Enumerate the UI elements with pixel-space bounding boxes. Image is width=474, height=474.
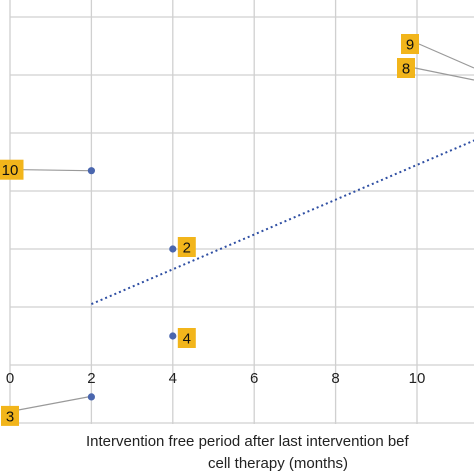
data-label: 4 xyxy=(183,331,191,348)
trendline-layer xyxy=(91,139,474,306)
x-tick-label: 8 xyxy=(331,370,339,387)
x-tick-labels: 0 2 4 6 8 10 xyxy=(6,370,426,387)
data-label: 2 xyxy=(183,240,191,257)
x-tick-label: 10 xyxy=(409,370,426,387)
data-points xyxy=(87,167,177,401)
data-labels: 10 2 4 3 9 8 xyxy=(0,34,419,426)
x-axis-title-line1: Intervention free period after last inte… xyxy=(86,433,410,450)
data-label: 10 xyxy=(2,162,19,179)
data-point xyxy=(169,332,177,340)
data-point xyxy=(169,245,177,253)
offscreen-data-label: 9 xyxy=(406,37,414,54)
data-label-box xyxy=(0,159,24,180)
leader-line xyxy=(418,43,474,69)
leader-line xyxy=(18,396,89,411)
trendline xyxy=(91,139,474,306)
data-point xyxy=(87,393,95,401)
gridlines xyxy=(9,0,474,424)
data-point xyxy=(87,167,95,175)
offscreen-data-label-box xyxy=(401,34,419,54)
offscreen-data-label: 8 xyxy=(402,61,410,78)
x-tick-label: 0 xyxy=(6,370,14,387)
leader-line xyxy=(23,169,89,172)
x-axis-title-line2: cell therapy (months) xyxy=(208,455,348,472)
data-label-box xyxy=(1,405,19,426)
leader-lines xyxy=(18,43,474,411)
x-tick-label: 4 xyxy=(169,370,177,387)
x-tick-label: 2 xyxy=(87,370,95,387)
offscreen-data-label-box xyxy=(397,58,415,78)
data-label-box xyxy=(177,328,196,348)
leader-line xyxy=(414,67,474,81)
data-label-box xyxy=(177,237,196,257)
data-label: 3 xyxy=(6,408,14,425)
x-tick-label: 6 xyxy=(250,370,258,387)
